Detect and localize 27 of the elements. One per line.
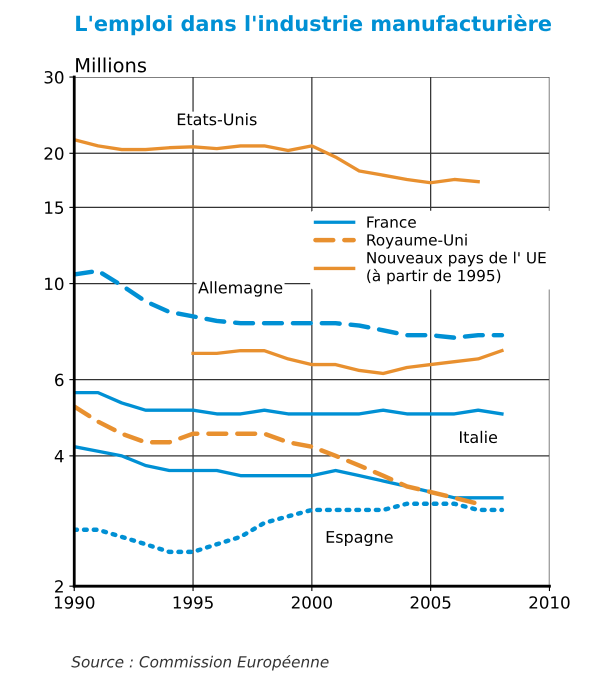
- y-tick-label: 4: [54, 450, 64, 462]
- y-tick-label: 6: [55, 374, 64, 386]
- legend-label: Nouveaux pays de l' UE (à partir de 1995): [367, 252, 546, 284]
- line-series: [74, 390, 504, 416]
- line-series: [74, 502, 504, 554]
- y-tick-label: 30: [44, 71, 64, 84]
- y-tick-label: 20: [44, 147, 64, 160]
- x-tick-label: 1995: [174, 596, 213, 609]
- x-tick-label: 1990: [54, 596, 94, 609]
- y-axis-title: Millions: [76, 57, 146, 73]
- legend-label: France: [367, 216, 416, 228]
- series-label: Espagne: [326, 531, 393, 546]
- line-series: [74, 138, 480, 184]
- x-tick-label: 2005: [410, 596, 450, 609]
- series-label: Etats-Unis: [178, 113, 257, 126]
- y-tick-label: 15: [45, 202, 64, 214]
- x-tick-label: 2000: [292, 596, 332, 609]
- line-series: [191, 348, 504, 376]
- chart-title: L'emploi dans l'industrie manufacturière: [76, 14, 551, 36]
- series-label: Italie: [460, 430, 498, 444]
- source-note: Source : Commission Européenne: [71, 655, 329, 671]
- line-series: [74, 268, 504, 340]
- x-tick-label: 2010: [529, 596, 570, 609]
- series-label: Allemagne: [198, 281, 282, 297]
- y-tick-label: 10: [45, 278, 64, 290]
- legend-label: Royaume-Uni: [367, 234, 467, 249]
- y-tick-label: 2: [55, 580, 63, 593]
